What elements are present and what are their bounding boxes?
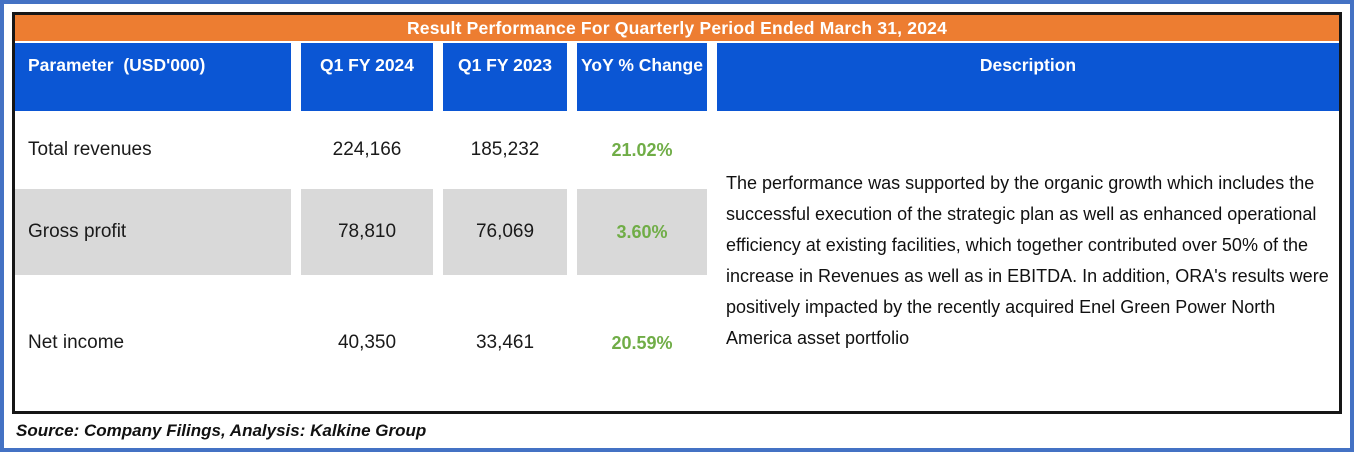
- total-revenues-yoy: 21.02%: [611, 139, 673, 160]
- net-income-q1fy2024: 40,350: [337, 332, 397, 353]
- total-revenues-q1fy2023: 185,232: [470, 139, 540, 160]
- header-parameter: Parameter (USD'000): [15, 43, 291, 111]
- net-income-yoy: 20.59%: [611, 332, 673, 353]
- header-q1-fy2024: Q1 FY 2024: [301, 43, 433, 111]
- gross-profit-label: Gross profit: [15, 189, 291, 275]
- header-yoy-change: YoY % Change: [577, 43, 707, 111]
- table-header-row: Parameter (USD'000) Q1 FY 2024 Q1 FY 202…: [15, 43, 1339, 111]
- source-note: Source: Company Filings, Analysis: Kalki…: [16, 421, 427, 440]
- net-income-label: Net income: [28, 332, 125, 353]
- table-title: Result Performance For Quarterly Period …: [15, 15, 1339, 41]
- description-cell: The performance was supported by the org…: [717, 111, 1339, 411]
- header-q1-fy2023: Q1 FY 2023: [443, 43, 567, 111]
- total-revenues-label: Total revenues: [28, 139, 152, 160]
- total-revenues-q1fy2024: 224,166: [332, 139, 402, 160]
- gross-profit-yoy: 3.60%: [577, 189, 707, 275]
- gross-profit-q1fy2023: 76,069: [443, 189, 567, 275]
- table-body: Total revenues 224,166 185,232 21.02% Gr…: [15, 111, 1339, 411]
- header-description: Description: [717, 43, 1339, 111]
- results-table: Result Performance For Quarterly Period …: [12, 12, 1342, 414]
- gross-profit-q1fy2024: 78,810: [301, 189, 433, 275]
- description-text: The performance was supported by the org…: [726, 173, 1329, 348]
- net-income-q1fy2023: 33,461: [475, 332, 535, 353]
